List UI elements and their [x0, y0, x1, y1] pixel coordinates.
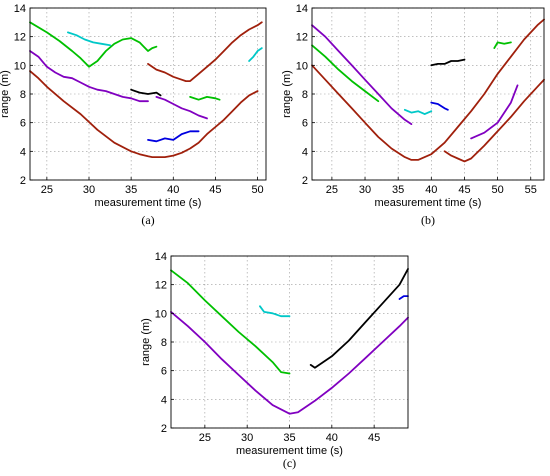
data-series-4	[309, 267, 409, 369]
data-series-6	[430, 101, 449, 111]
y-axis-label: range (m)	[0, 70, 11, 118]
data-series-3	[29, 50, 149, 103]
y-tick-label: 6	[302, 118, 308, 130]
y-tick-label: 10	[155, 308, 167, 320]
y-tick-label: 4	[302, 146, 308, 158]
y-tick-label: 4	[20, 146, 26, 158]
x-axis-label: measurement time (s)	[95, 197, 202, 209]
x-tick-label: 30	[241, 432, 253, 444]
data-series-3	[258, 305, 291, 318]
y-tick-label: 2	[161, 423, 167, 435]
x-tick-label: 25	[41, 184, 53, 196]
x-tick-label: 45	[209, 184, 221, 196]
data-series-6	[130, 88, 162, 97]
y-axis-label: range (m)	[281, 70, 293, 118]
panel-label: (b)	[421, 213, 435, 227]
y-tick-label: 10	[296, 60, 308, 72]
chart-panel-1: 25 30 35 40 45 50 2 4 6 8 10 12 14 measurement time (…	[0, 3, 267, 227]
x-tick-label: 45	[368, 432, 380, 444]
y-tick-label: 14	[155, 251, 167, 263]
y-tick-label: 14	[296, 3, 308, 15]
x-tick-label: 25	[199, 432, 211, 444]
data-series-1	[170, 269, 291, 375]
y-tick-label: 8	[161, 337, 167, 349]
data-series-10	[248, 47, 263, 62]
x-tick-label: 35	[392, 184, 404, 196]
data-series-3	[311, 18, 545, 161]
panel-label: (a)	[141, 213, 154, 227]
y-tick-label: 12	[296, 32, 308, 44]
y-tick-label: 6	[20, 118, 26, 130]
x-axis-label: measurement time (s)	[236, 445, 343, 457]
x-tick-label: 25	[326, 184, 338, 196]
y-tick-label: 10	[14, 60, 26, 72]
x-tick-label: 55	[525, 184, 537, 196]
data-series-2	[311, 44, 380, 103]
x-tick-label: 40	[167, 184, 179, 196]
x-tick-label: 30	[83, 184, 95, 196]
x-tick-label: 50	[491, 184, 503, 196]
data-series-9	[493, 41, 512, 49]
panel-label: (c)	[283, 456, 296, 470]
y-tick-label: 6	[161, 366, 167, 378]
x-tick-label: 40	[326, 432, 338, 444]
data-series-4	[430, 58, 466, 67]
y-tick-label: 14	[14, 3, 26, 15]
chart-panel-2: 25 30 35 40 45 50 55 2 4 6 8 10 12 14 measurement time…	[281, 3, 545, 227]
data-series-5	[403, 108, 433, 115]
data-series-4	[29, 70, 259, 159]
data-series-1	[311, 24, 413, 125]
data-series-2	[170, 310, 409, 415]
x-tick-label: 35	[125, 184, 137, 196]
y-axis-label: range (m)	[140, 318, 152, 366]
y-tick-label: 8	[20, 89, 26, 101]
data-series-9	[147, 130, 200, 143]
y-tick-label: 8	[302, 89, 308, 101]
x-tick-label: 30	[359, 184, 371, 196]
x-tick-label: 50	[251, 184, 263, 196]
data-series-1	[29, 21, 158, 68]
data-series-8	[189, 96, 221, 101]
x-tick-label: 45	[458, 184, 470, 196]
data-series-5	[398, 295, 409, 300]
y-tick-label: 2	[20, 175, 26, 187]
x-tick-label: 40	[425, 184, 437, 196]
data-series-7	[443, 78, 545, 163]
y-tick-label: 4	[161, 394, 167, 406]
chart-panel-3: 25 30 35 40 45 2 4 6 8 10 12 14 measurement time (s)…	[140, 251, 409, 470]
data-series-8	[470, 84, 519, 140]
y-tick-label: 12	[14, 32, 26, 44]
data-series-2	[67, 31, 111, 47]
x-axis-label: measurement time (s)	[375, 197, 482, 209]
data-series-5	[147, 21, 263, 82]
y-tick-label: 12	[155, 280, 167, 292]
data-series-7	[155, 96, 208, 120]
x-tick-label: 35	[283, 432, 295, 444]
y-tick-label: 2	[302, 175, 308, 187]
